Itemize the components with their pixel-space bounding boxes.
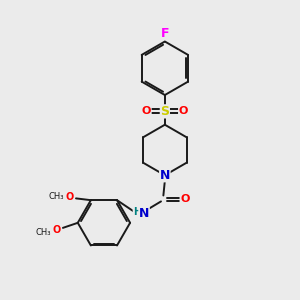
Text: O: O	[65, 192, 74, 202]
Text: F: F	[160, 27, 169, 40]
Text: H: H	[133, 207, 141, 218]
Text: N: N	[160, 169, 170, 182]
Text: S: S	[160, 105, 169, 118]
Text: N: N	[139, 207, 149, 220]
Text: O: O	[142, 106, 151, 116]
Text: O: O	[180, 194, 190, 204]
Text: O: O	[178, 106, 188, 116]
Text: CH₃: CH₃	[48, 191, 64, 200]
Text: CH₃: CH₃	[35, 227, 51, 236]
Text: O: O	[52, 225, 61, 235]
